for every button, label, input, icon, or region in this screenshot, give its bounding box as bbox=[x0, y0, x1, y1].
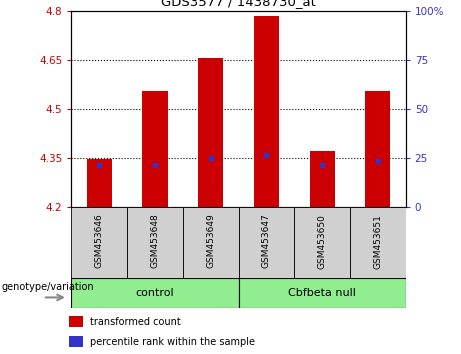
Text: GSM453651: GSM453651 bbox=[373, 213, 382, 269]
Bar bbox=[87, 159, 112, 207]
Bar bbox=[310, 152, 335, 207]
Text: GSM453649: GSM453649 bbox=[206, 214, 215, 268]
Text: genotype/variation: genotype/variation bbox=[1, 282, 94, 292]
Bar bbox=[183, 207, 238, 278]
Bar bbox=[198, 58, 223, 207]
Bar bbox=[238, 278, 406, 308]
Bar bbox=[71, 278, 239, 308]
Bar bbox=[238, 207, 294, 278]
Bar bbox=[350, 207, 406, 278]
Text: GSM453647: GSM453647 bbox=[262, 214, 271, 268]
Text: control: control bbox=[136, 288, 174, 298]
Text: GSM453650: GSM453650 bbox=[318, 213, 327, 269]
Text: GSM453648: GSM453648 bbox=[150, 214, 160, 268]
Bar bbox=[254, 16, 279, 207]
Bar bbox=[127, 207, 183, 278]
Bar bbox=[69, 336, 83, 347]
Text: transformed count: transformed count bbox=[90, 317, 181, 327]
Text: percentile rank within the sample: percentile rank within the sample bbox=[90, 337, 255, 347]
Bar bbox=[71, 207, 127, 278]
Bar bbox=[142, 91, 167, 207]
Bar bbox=[69, 316, 83, 327]
Text: Cbfbeta null: Cbfbeta null bbox=[288, 288, 356, 298]
Bar bbox=[294, 207, 350, 278]
Text: GSM453646: GSM453646 bbox=[95, 214, 104, 268]
Bar bbox=[365, 91, 390, 207]
Title: GDS3577 / 1438730_at: GDS3577 / 1438730_at bbox=[161, 0, 316, 8]
